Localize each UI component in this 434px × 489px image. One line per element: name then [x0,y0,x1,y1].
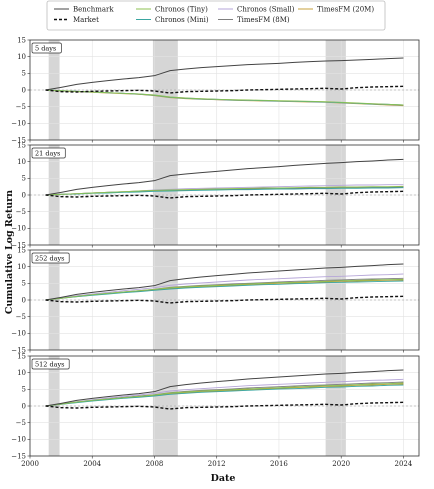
legend-item-timesfm-8m: TimesFM (8M) [218,16,290,24]
legend-label: Benchmark [73,6,114,14]
y-tick-label: 5 [22,386,26,394]
panel-5-days: 15 10 5 0 −5 −10 −15 5 days [11,36,420,144]
y-tick-label: −10 [11,330,26,338]
legend-item-chronos-mini: Chronos (Mini) [136,16,209,24]
panel-label: 5 days [31,42,62,54]
legend-label: Market [73,16,99,24]
panel-512-days: 15 10 5 0 −5 −10 −15 512 days 2000 2004 2008 2012 20… [11,352,420,468]
panels: 15 10 5 0 −5 −10 −15 5 days 15 10 5 0 −5 −10 −15 21 day… [11,36,420,468]
legend-label: TimesFM (8M) [237,16,290,24]
y-tick-label: 15 [17,141,26,149]
legend-item-benchmark: Benchmark [54,6,114,14]
y-tick-label: 15 [17,36,26,44]
y-tick-label: −15 [11,346,26,354]
series-chronos-tiny [45,278,404,301]
series-chronos-mini [45,187,404,196]
x-tick-label: 2004 [83,460,101,468]
y-tick-label: 0 [22,86,26,94]
panel-label-box [31,147,66,159]
y-tick-label: −15 [11,136,26,144]
series-benchmark [45,158,404,196]
series-benchmark [45,57,404,91]
legend: Benchmark Market Chronos (Tiny) Chronos (Mi… [46,0,386,31]
y-tick-label: 10 [17,158,26,166]
y-tick-label: 0 [22,402,26,410]
y-tick-label: 10 [17,263,26,271]
legend-item-chronos-tiny: Chronos (Tiny) [136,6,208,14]
panel-label-box [31,42,62,54]
y-tick-label: −10 [11,225,26,233]
panel-label: 21 days [31,147,66,159]
y-tick-label: 10 [17,53,26,61]
y-tick-label: −10 [11,120,26,128]
panel-21-days: 15 10 5 0 −5 −10 −15 21 days [11,141,420,249]
panel-label-text: 5 days [35,44,56,52]
y-tick-label: −5 [16,313,26,321]
series-chronos-tiny [45,89,404,106]
series-benchmark [45,263,404,301]
x-tick-label: 2016 [270,460,288,468]
series-timesfm-20m [45,279,404,301]
panel-label-text: 512 days [35,360,65,368]
y-tick-label: 5 [22,280,26,288]
series-market [45,401,404,410]
y-tick-label: −5 [16,103,26,111]
series-chronos-mini [45,384,404,407]
y-tick-label: 0 [22,191,26,199]
panel-label-text: 252 days [35,254,65,262]
series-benchmark [45,369,404,407]
x-tick-label: 2008 [146,460,164,468]
y-tick-label: 15 [17,246,26,254]
series-chronos-tiny [45,382,404,407]
y-tick-label: 5 [22,70,26,78]
x-tick-label: 2024 [395,460,413,468]
series-market [45,295,404,304]
legend-label: Chronos (Small) [237,6,295,14]
y-tick-label: −5 [16,419,26,427]
y-tick-label: 15 [17,352,26,360]
y-tick-label: 10 [17,369,26,377]
panel-label-box [31,252,70,264]
x-tick-label: 2020 [332,460,350,468]
y-tick-label: −5 [16,208,26,216]
y-axis-title: Cumulative Log Return [4,190,15,314]
panel-label: 252 days [31,252,70,264]
series-chronos-tiny [45,185,404,196]
panel-label-text: 21 days [35,149,60,157]
y-tick-label: 5 [22,175,26,183]
legend-item-market: Market [54,16,99,24]
y-tick-label: −10 [11,436,26,444]
legend-item-timesfm-20m: TimesFM (20M) [298,6,374,14]
panel-252-days: 15 10 5 0 −5 −10 −15 252 days [11,246,420,354]
panel-label-box [31,358,70,370]
y-tick-label: −15 [11,452,26,460]
y-tick-label: 0 [22,296,26,304]
series-chronos-small [45,273,404,301]
panel-label: 512 days [31,358,70,370]
legend-frame [46,0,386,31]
x-tick-label: 2000 [21,460,39,468]
legend-label: TimesFM (20M) [317,6,374,14]
series-chronos-mini [45,280,404,301]
series-chronos-small [45,378,404,407]
x-tick-label: 2012 [208,460,226,468]
legend-label: Chronos (Mini) [155,16,209,24]
legend-label: Chronos (Tiny) [155,6,208,14]
y-tick-label: −15 [11,241,26,249]
x-axis-title: Date [211,473,236,484]
legend-item-chronos-small: Chronos (Small) [218,6,295,14]
